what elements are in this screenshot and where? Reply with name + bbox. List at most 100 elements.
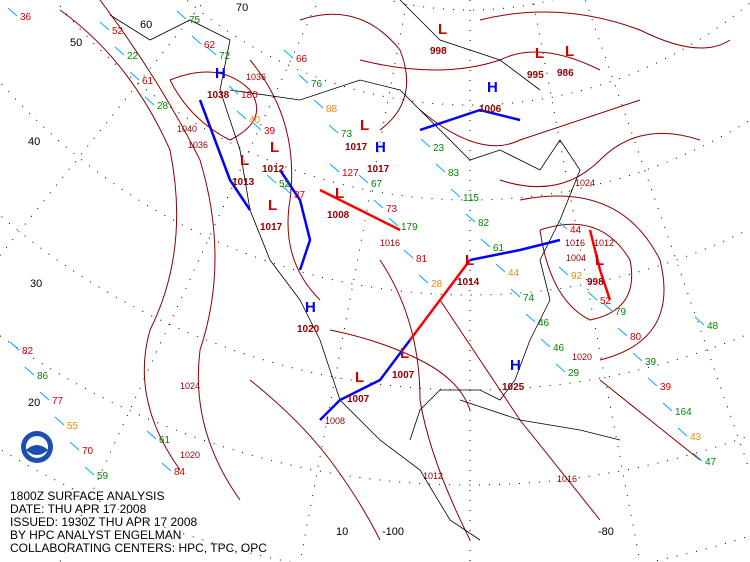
pressure-center-value: 1008	[327, 210, 350, 221]
isobar	[539, 223, 633, 321]
station-value: 52	[112, 26, 124, 37]
station-value: 127	[342, 168, 359, 179]
pressure-center-value: 1017	[260, 222, 283, 233]
wind-barb	[313, 99, 324, 109]
station-value: 47	[705, 457, 717, 468]
pressure-center-value: 1014	[457, 277, 480, 288]
station-value: 180	[241, 90, 258, 101]
grid-label: 20	[28, 397, 40, 409]
wind-barb	[450, 188, 461, 198]
latitude-line	[185, 0, 750, 106]
wind-barb	[373, 199, 384, 209]
station-value: 88	[326, 104, 338, 115]
pressure-center-value: 1017	[367, 164, 390, 175]
isobar-label: 1024	[180, 381, 200, 391]
station-value: 36	[20, 12, 32, 23]
station-value: 39	[264, 126, 276, 137]
isobar-label: 1024	[575, 178, 595, 188]
pressure-center-value: 998	[587, 277, 604, 288]
pressure-center-value: 1007	[392, 370, 415, 381]
wind-barb	[39, 391, 50, 401]
station-value: 44	[570, 225, 582, 236]
low-pressure-center: L	[465, 252, 474, 269]
isobar-label: 1012	[594, 238, 614, 248]
wind-barb	[228, 85, 239, 95]
station-value: 86	[37, 371, 49, 382]
isobar-label: 1020	[180, 450, 200, 460]
caption-analyst: BY HPC ANALYST ENGELMAN	[10, 528, 182, 542]
wind-barb	[283, 49, 294, 59]
isobar-label: 1012	[423, 471, 443, 481]
station-value: 59	[97, 471, 109, 482]
station-value: 82	[22, 346, 34, 357]
isobar-label: 1036	[188, 140, 208, 150]
station-value: 61	[493, 243, 505, 254]
wind-barb	[236, 110, 247, 120]
wind-barb	[144, 96, 155, 106]
station-value: 66	[296, 54, 308, 65]
wind-barb	[69, 441, 80, 451]
wind-barb	[114, 46, 125, 56]
grid-label: 10	[336, 526, 348, 538]
pressure-center-value: 1013	[232, 177, 255, 188]
warm-front	[319, 188, 401, 232]
noaa-logo	[20, 430, 54, 464]
wind-barb	[129, 71, 140, 81]
isobar-label: 1040	[177, 124, 197, 134]
wind-barb	[298, 74, 309, 84]
isobar	[599, 379, 701, 461]
isobar	[419, 99, 641, 147]
station-value: 115	[463, 193, 479, 204]
wind-barb	[418, 274, 429, 284]
station-value: 52	[600, 296, 612, 307]
pressure-center-value: 998	[430, 46, 447, 57]
station-value: 77	[52, 396, 64, 407]
wind-barb	[84, 466, 95, 476]
station-value: 39	[660, 382, 672, 393]
isobar	[379, 259, 471, 541]
isobar	[519, 195, 665, 361]
low-pressure-center: L	[360, 117, 369, 134]
low-pressure-center: L	[270, 139, 279, 156]
wind-barb	[146, 430, 157, 440]
wind-barb	[525, 313, 536, 323]
wind-barb	[251, 121, 262, 131]
station-value: 82	[478, 218, 490, 229]
isobar	[249, 379, 381, 541]
wind-barb	[328, 124, 339, 134]
wind-barb	[587, 291, 598, 301]
isobar-label: 1036	[246, 72, 266, 82]
pressure-center-value: 1038	[207, 90, 230, 101]
isobar	[169, 71, 258, 141]
cold-front	[278, 169, 312, 271]
wind-barb	[602, 302, 613, 312]
pressure-center-value: 1025	[502, 382, 525, 393]
isobar-label: 1020	[572, 352, 592, 362]
wind-barb	[465, 213, 476, 223]
isobar	[439, 299, 601, 521]
isobar	[479, 11, 731, 49]
wind-barb	[510, 288, 521, 298]
wind-barb	[176, 10, 187, 20]
latitude-line	[386, 0, 554, 11]
high-pressure-center: H	[487, 79, 498, 96]
station-value: 75	[189, 15, 201, 26]
wind-barb	[420, 138, 431, 148]
wind-barb	[557, 220, 568, 230]
station-value: 72	[219, 51, 231, 62]
wind-barb	[281, 185, 292, 195]
wind-barb	[692, 452, 703, 462]
high-pressure-center: H	[305, 299, 316, 316]
wind-barb	[495, 263, 506, 273]
warm-front	[588, 229, 612, 301]
station-value: 44	[508, 268, 520, 279]
wind-barb	[558, 266, 569, 276]
station-value: 79	[615, 307, 627, 318]
caption-date: DATE: THU APR 17 2008	[10, 502, 147, 516]
cold-front	[419, 108, 521, 132]
grid-label: 70	[236, 2, 248, 14]
wind-barb	[694, 316, 705, 326]
station-value: 80	[630, 332, 642, 343]
